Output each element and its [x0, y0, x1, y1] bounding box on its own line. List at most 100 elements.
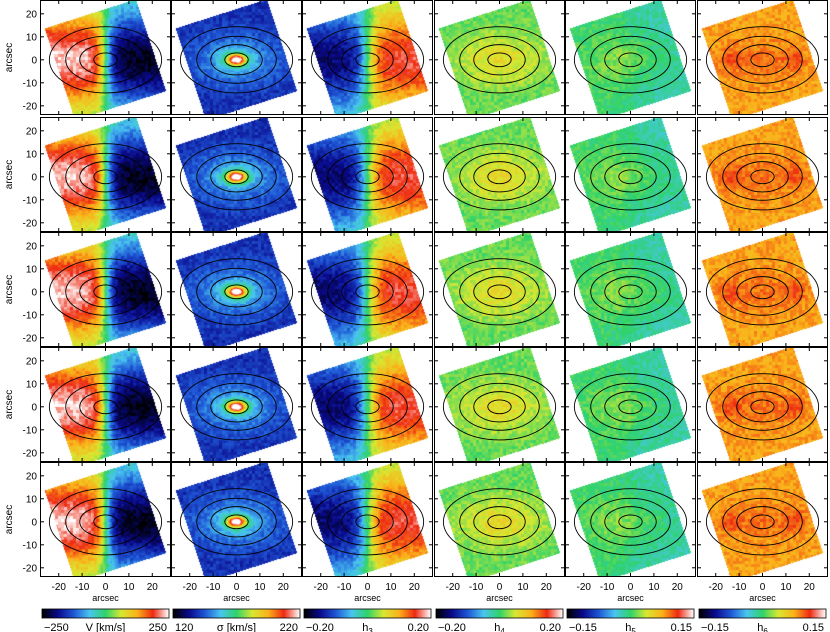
isophote-contour: [487, 399, 512, 415]
isophote-contour: [473, 391, 526, 423]
panel-ticks: [40, 117, 171, 232]
y-tick-label: -20: [23, 101, 38, 112]
colorbar-h3: [304, 609, 431, 618]
x-tick-label: 20: [541, 582, 553, 593]
x-axis-label: arcsec: [486, 593, 513, 603]
isophote-contour: [341, 276, 394, 308]
map-h6-row3: [697, 232, 828, 347]
isophote-contour: [473, 44, 526, 76]
isophote-contour: [750, 52, 775, 68]
x-tick-label: 10: [780, 582, 792, 593]
isophote-contours: [310, 488, 425, 556]
isophote-contours: [310, 26, 425, 94]
x-tick-label: 20: [672, 582, 684, 593]
panel-ticks: [434, 462, 565, 577]
y-tick-label: 0: [31, 517, 37, 528]
x-tick-label: 0: [497, 582, 503, 593]
y-tick-label: -10: [23, 78, 38, 89]
y-tick-label: -20: [23, 563, 38, 574]
isophote-contour: [736, 44, 789, 76]
isophote-contours: [179, 258, 294, 326]
map-h5-row4: [565, 347, 696, 462]
isophote-contour: [487, 514, 512, 530]
isophote-contour: [705, 488, 820, 556]
isophote-contours: [310, 258, 425, 326]
panel-ticks: [697, 232, 828, 347]
colorbar-h4: [436, 609, 563, 618]
y-tick-label: 10: [26, 149, 38, 160]
isophote-contour: [736, 391, 789, 423]
isophote-contour: [48, 258, 163, 326]
colorbar-quantity-label: V [km/s]: [86, 622, 126, 632]
y-tick-label: -20: [23, 448, 38, 459]
map-velocity-row5: [40, 462, 171, 577]
isophote-contour: [93, 169, 118, 185]
x-tick-label: -10: [206, 582, 221, 593]
isophote-contour: [722, 382, 803, 431]
isophote-contour: [341, 391, 394, 423]
map-h3-row2: [302, 117, 433, 232]
colorbar-max-label: 0.15: [803, 622, 824, 632]
x-tick-label: 20: [278, 582, 290, 593]
isophote-contour: [573, 143, 688, 211]
isophote-contour: [473, 506, 526, 538]
panel-ticks: [40, 462, 171, 577]
y-tick-label: 10: [26, 379, 38, 390]
colorbar-frame: [566, 608, 695, 619]
isophote-contour: [341, 161, 394, 193]
x-tick-label: 20: [147, 582, 159, 593]
colorbar-max-label: 0.15: [671, 622, 692, 632]
isophote-contour: [750, 169, 775, 185]
x-tick-label: -20: [51, 582, 66, 593]
colorbar-quantity-label: h4: [494, 622, 505, 632]
x-tick-label: 10: [517, 582, 529, 593]
isophote-contour: [355, 284, 380, 300]
isophote-contour: [310, 488, 425, 556]
y-tick-label: 0: [31, 287, 37, 298]
isophote-contour: [210, 276, 263, 308]
panel-ticks: [434, 232, 565, 347]
colorbar-min-label: −0.20: [438, 622, 466, 632]
isophote-contour: [65, 382, 146, 431]
colorbar-min-label: −0.20: [306, 622, 334, 632]
map-h5-row1: [565, 0, 696, 115]
isophote-contour: [196, 35, 277, 84]
isophote-contour: [705, 143, 820, 211]
x-tick-label: 0: [760, 582, 766, 593]
x-tick-label: 0: [365, 582, 371, 593]
x-tick-label: 0: [628, 582, 634, 593]
isophote-contours: [310, 143, 425, 211]
x-tick-label: -20: [182, 582, 197, 593]
y-axis-label: arcsec: [4, 160, 15, 189]
isophote-contour: [93, 52, 118, 68]
colorbar-frame: [435, 608, 564, 619]
isophote-contour: [79, 161, 132, 193]
isophote-contour: [179, 488, 294, 556]
map-h5-row3: [565, 232, 696, 347]
isophote-contour: [65, 35, 146, 84]
map-h4-row4: [434, 347, 565, 462]
map-h6-row1: [697, 0, 828, 115]
panel-ticks: [171, 232, 302, 347]
isophote-contour: [442, 488, 557, 556]
isophote-contours: [573, 143, 688, 211]
isophote-contours: [442, 143, 557, 211]
colorbar-max-label: 0.20: [408, 622, 429, 632]
x-axis-label: arcsec: [749, 593, 776, 603]
isophote-contour: [459, 382, 540, 431]
x-tick-label: -10: [337, 582, 352, 593]
isophote-contour: [618, 399, 643, 415]
isophote-contour: [604, 276, 657, 308]
colorbar-frame: [303, 608, 432, 619]
isophote-contours: [705, 143, 820, 211]
panel-ticks: [40, 0, 171, 115]
isophote-contours: [442, 258, 557, 326]
map-dispersion-row4: [171, 347, 302, 462]
x-tick-label: 10: [648, 582, 660, 593]
map-h6-row2: [697, 117, 828, 232]
isophote-contour: [48, 488, 163, 556]
isophote-contour: [210, 161, 263, 193]
isophote-contour: [179, 26, 294, 94]
isophote-contours: [705, 258, 820, 326]
